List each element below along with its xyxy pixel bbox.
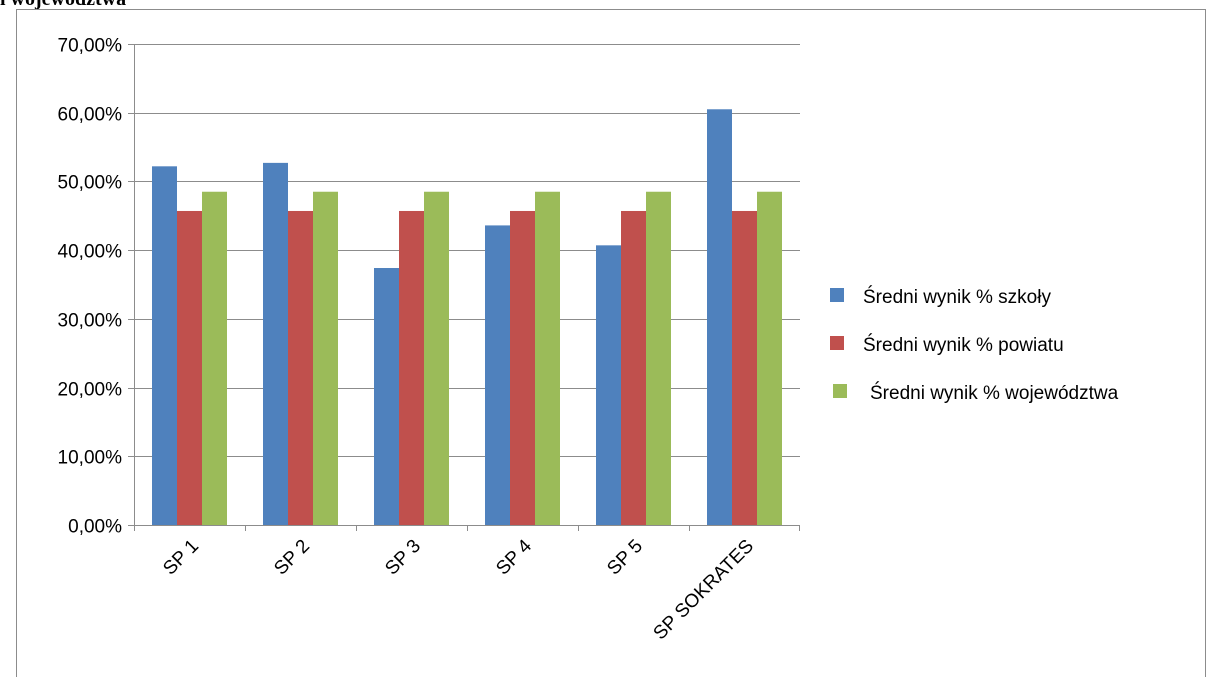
x-tick-label: SP 5 <box>603 536 647 580</box>
bar <box>424 191 449 525</box>
y-tick-label: 20,00% <box>58 380 123 401</box>
legend-swatch <box>830 336 844 350</box>
bar <box>202 191 227 525</box>
bar <box>485 225 510 526</box>
x-tick-label: SP 3 <box>381 536 425 580</box>
bar <box>757 191 782 525</box>
bars <box>152 109 782 526</box>
y-tick-label: 10,00% <box>58 448 123 469</box>
x-tick-label: SP SOKRATES <box>650 536 758 644</box>
bar <box>621 210 646 525</box>
bar <box>288 210 313 525</box>
top-text: i województwa <box>0 0 126 11</box>
axes <box>134 44 800 531</box>
grid <box>128 44 800 526</box>
x-tick-label: SP 4 <box>492 535 536 579</box>
bar <box>177 210 202 525</box>
bar <box>263 162 288 525</box>
bar <box>374 268 399 525</box>
x-tick-labels: SP 1 SP 2 SP 3 SP 4 SP 5 SP SOKRATES <box>159 535 758 644</box>
bar <box>399 210 424 525</box>
x-tick-label: SP 1 <box>159 536 203 580</box>
bar <box>596 245 621 525</box>
bar <box>535 191 560 525</box>
y-tick-label: 0,00% <box>68 517 122 538</box>
y-tick-label: 70,00% <box>58 36 123 57</box>
bar <box>646 191 671 525</box>
legend-label: Średni wynik % szkoły <box>863 286 1051 308</box>
y-tick-label: 60,00% <box>58 105 123 126</box>
bar <box>510 210 535 525</box>
x-tick-label: SP 2 <box>270 536 314 580</box>
legend-swatch <box>830 288 844 302</box>
y-tick-label: 40,00% <box>58 242 123 263</box>
legend: Średni wynik % szkoły Średni wynik % powi… <box>830 286 1119 404</box>
y-tick-labels: 0,00% 10,00% 20,00% 30,00% 40,00% 50,00% 60,00… <box>58 36 123 538</box>
bar <box>313 191 338 525</box>
bar <box>707 109 732 526</box>
y-tick-label: 30,00% <box>58 311 123 332</box>
legend-label: Średni wynik % powiatu <box>863 334 1064 356</box>
bar <box>732 210 757 525</box>
legend-swatch <box>833 384 847 398</box>
legend-label: Średni wynik % województwa <box>870 382 1119 404</box>
y-tick-label: 50,00% <box>58 173 123 194</box>
bar <box>152 166 177 525</box>
